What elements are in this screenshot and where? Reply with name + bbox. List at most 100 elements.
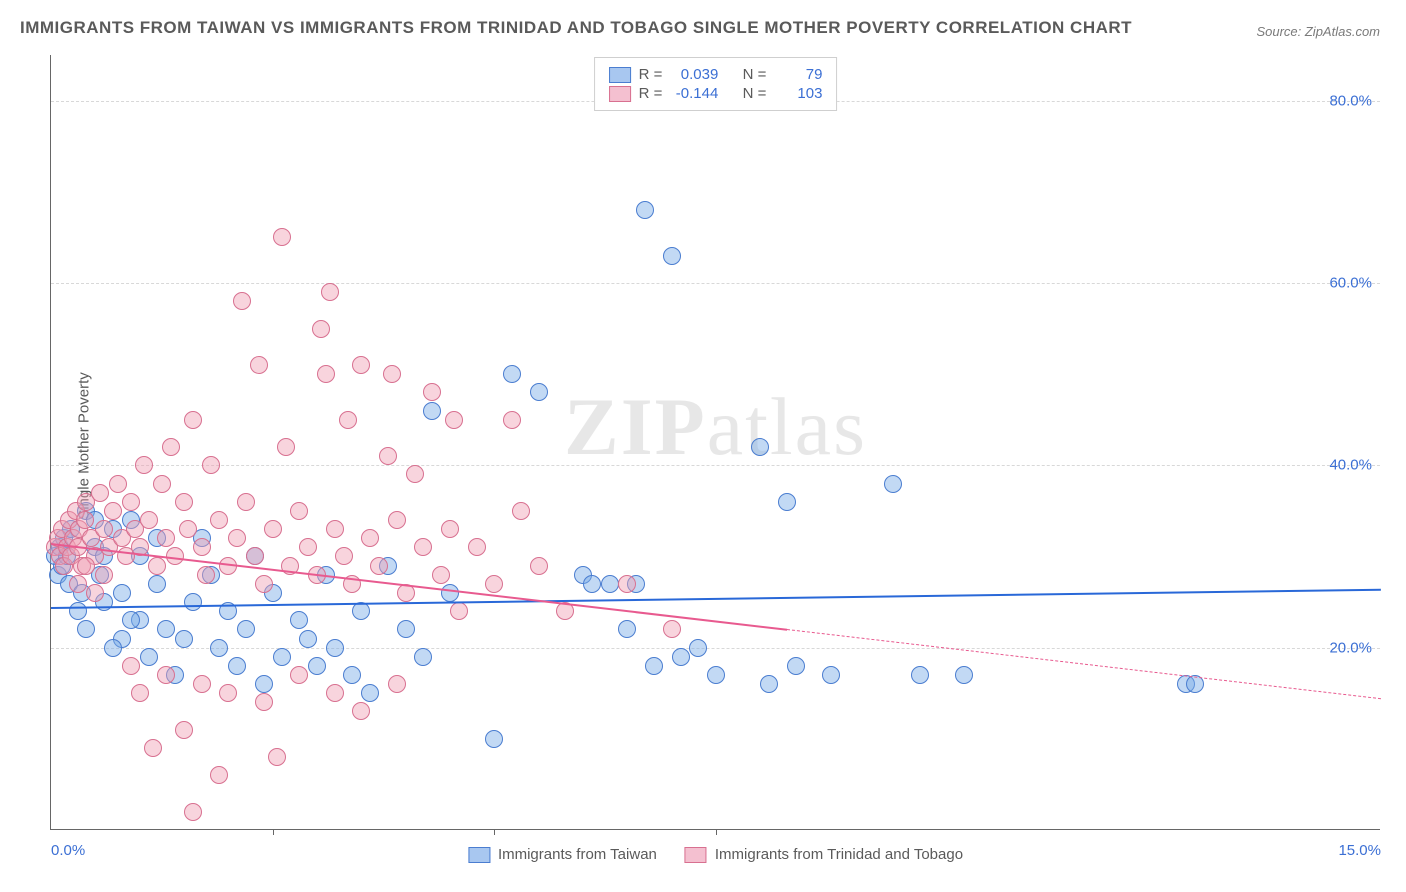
- data-point: [148, 557, 166, 575]
- data-point: [140, 511, 158, 529]
- data-point: [530, 383, 548, 401]
- data-point: [361, 684, 379, 702]
- data-point: [290, 502, 308, 520]
- series-legend: Immigrants from Taiwan Immigrants from Tr…: [468, 846, 963, 863]
- data-point: [140, 648, 158, 666]
- data-point: [184, 803, 202, 821]
- data-point: [335, 547, 353, 565]
- data-point: [299, 630, 317, 648]
- data-point: [760, 675, 778, 693]
- data-point: [397, 620, 415, 638]
- data-point: [268, 748, 286, 766]
- trend-line: [51, 588, 1381, 608]
- data-point: [277, 438, 295, 456]
- data-point: [441, 520, 459, 538]
- legend-stat-row: R =0.039 N =79: [609, 66, 823, 83]
- data-point: [326, 639, 344, 657]
- data-point: [237, 493, 255, 511]
- y-tick-label: 60.0%: [1329, 274, 1372, 291]
- data-point: [361, 529, 379, 547]
- data-point: [317, 365, 335, 383]
- data-point: [69, 602, 87, 620]
- legend-stat-row: R =-0.144 N =103: [609, 85, 823, 102]
- data-point: [326, 684, 344, 702]
- legend-swatch: [609, 86, 631, 102]
- data-point: [157, 666, 175, 684]
- x-tick-mark: [273, 829, 274, 835]
- data-point: [255, 675, 273, 693]
- data-point: [423, 383, 441, 401]
- data-point: [122, 611, 140, 629]
- data-point: [264, 520, 282, 538]
- data-point: [290, 666, 308, 684]
- data-point: [104, 639, 122, 657]
- data-point: [193, 538, 211, 556]
- source-label: Source: ZipAtlas.com: [1256, 24, 1380, 39]
- data-point: [503, 411, 521, 429]
- data-point: [530, 557, 548, 575]
- data-point: [618, 620, 636, 638]
- gridline: [51, 648, 1380, 649]
- y-tick-label: 20.0%: [1329, 639, 1372, 656]
- data-point: [210, 639, 228, 657]
- data-point: [193, 675, 211, 693]
- data-point: [246, 547, 264, 565]
- data-point: [184, 593, 202, 611]
- data-point: [672, 648, 690, 666]
- data-point: [955, 666, 973, 684]
- data-point: [663, 620, 681, 638]
- legend-series-item: Immigrants from Taiwan: [468, 846, 657, 863]
- data-point: [583, 575, 601, 593]
- data-point: [76, 511, 94, 529]
- data-point: [69, 575, 87, 593]
- data-point: [113, 584, 131, 602]
- data-point: [175, 630, 193, 648]
- data-point: [299, 538, 317, 556]
- data-point: [77, 620, 95, 638]
- data-point: [210, 766, 228, 784]
- data-point: [86, 584, 104, 602]
- data-point: [290, 611, 308, 629]
- data-point: [370, 557, 388, 575]
- data-point: [388, 675, 406, 693]
- legend-swatch: [468, 847, 490, 863]
- x-tick-label: 15.0%: [1338, 842, 1381, 859]
- data-point: [122, 657, 140, 675]
- data-point: [618, 575, 636, 593]
- data-point: [450, 602, 468, 620]
- legend-swatch: [685, 847, 707, 863]
- data-point: [339, 411, 357, 429]
- data-point: [414, 648, 432, 666]
- x-tick-label: 0.0%: [51, 842, 85, 859]
- n-value: 79: [774, 66, 822, 83]
- data-point: [179, 520, 197, 538]
- data-point: [884, 475, 902, 493]
- data-point: [689, 639, 707, 657]
- data-point: [219, 684, 237, 702]
- n-label: N =: [743, 66, 767, 83]
- data-point: [202, 456, 220, 474]
- data-point: [228, 657, 246, 675]
- data-point: [95, 520, 113, 538]
- r-label: R =: [639, 85, 663, 102]
- data-point: [352, 356, 370, 374]
- data-point: [255, 693, 273, 711]
- legend-series-label: Immigrants from Trinidad and Tobago: [715, 846, 963, 863]
- data-point: [352, 602, 370, 620]
- n-value: 103: [774, 85, 822, 102]
- scatter-plot: ZIPatlas R =0.039 N =79R =-0.144 N =103 …: [50, 55, 1380, 830]
- data-point: [636, 201, 654, 219]
- data-point: [135, 456, 153, 474]
- data-point: [131, 684, 149, 702]
- data-point: [445, 411, 463, 429]
- data-point: [273, 228, 291, 246]
- data-point: [321, 283, 339, 301]
- trend-line-dashed: [787, 629, 1381, 699]
- data-point: [911, 666, 929, 684]
- data-point: [184, 411, 202, 429]
- data-point: [707, 666, 725, 684]
- y-tick-label: 40.0%: [1329, 457, 1372, 474]
- data-point: [157, 620, 175, 638]
- watermark: ZIPatlas: [564, 380, 867, 474]
- data-point: [343, 666, 361, 684]
